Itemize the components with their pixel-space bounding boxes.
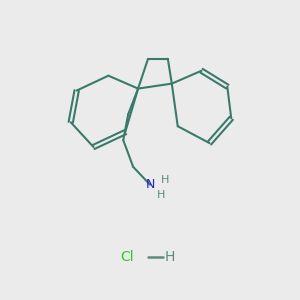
Text: H: H [165,250,175,264]
Text: H: H [157,190,165,200]
Text: N: N [145,178,155,191]
Text: Cl: Cl [120,250,134,264]
Text: H: H [161,175,169,185]
